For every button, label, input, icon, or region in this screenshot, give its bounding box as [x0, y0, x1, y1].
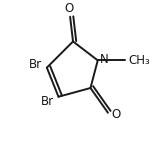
Text: CH₃: CH₃	[128, 54, 150, 67]
Text: Br: Br	[41, 95, 54, 108]
Text: Br: Br	[29, 57, 43, 71]
Text: O: O	[112, 108, 121, 121]
Text: O: O	[64, 2, 73, 15]
Text: N: N	[100, 53, 109, 66]
